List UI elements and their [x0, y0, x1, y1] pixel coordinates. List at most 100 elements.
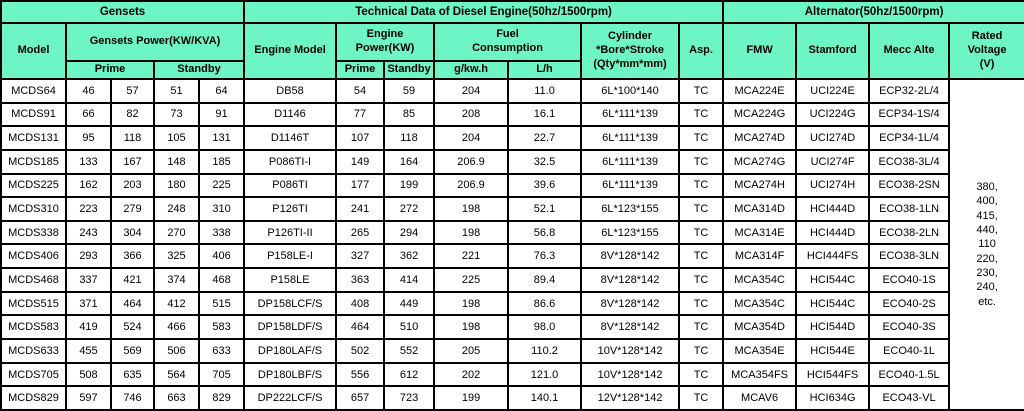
- cell-engine-model: DB58: [243, 78, 338, 104]
- table-row: MCDS705 508 635 564 705 DP180LBF/S 556 612 202 12…: [0, 361, 1024, 388]
- cell-engine-standby-kw: 59: [383, 78, 436, 104]
- header-engine-standby: Standby: [383, 60, 436, 80]
- cell-gensets-standby-kw: 466: [153, 314, 200, 341]
- cell-engine-standby-kw: 85: [383, 101, 436, 128]
- header-fmw: FMW: [722, 22, 798, 80]
- table-row: MCDS131 95 118 105 131 D1146T 107 118 204 22.7 6L*…: [0, 125, 1024, 151]
- cell-cylinder-bore-stroke: 8V*128*142: [580, 314, 681, 341]
- header-fuel-consumption: Fuel Consumption: [433, 22, 583, 62]
- cell-fuel-g-kwh: 206.9: [433, 172, 510, 199]
- header-l-h: L/h: [507, 60, 583, 80]
- cell-engine-prime-kw: 54: [335, 78, 386, 104]
- header-cylinder: Cylinder *Bore*Stroke (Qty*mm*mm): [580, 22, 681, 80]
- cell-cylinder-bore-stroke: 6L*111*139: [580, 172, 681, 199]
- cell-engine-model: DP222LCF/S: [243, 385, 338, 411]
- cell-engine-standby-kw: 118: [383, 125, 436, 151]
- cell-gensets-prime-kw: 162: [65, 172, 112, 199]
- cell-asp: TC: [678, 219, 725, 246]
- cell-cylinder-bore-stroke: 6L*111*139: [580, 125, 681, 151]
- cell-gensets-prime-kw: 455: [65, 338, 112, 364]
- cell-fmw: MCA354FS: [722, 361, 798, 388]
- cell-model: MCDS185: [0, 148, 67, 175]
- cell-fuel-g-kwh: 202: [433, 361, 510, 388]
- cell-fuel-l-h: 56.8: [507, 219, 583, 246]
- cell-gensets-standby-kva: 225: [197, 172, 246, 199]
- cell-engine-prime-kw: 464: [335, 314, 386, 341]
- cell-model: MCDS310: [0, 196, 67, 222]
- table-row: MCDS338 243 304 270 338 P126TI-II 265 294 198 56.…: [0, 219, 1024, 246]
- cell-gensets-standby-kw: 248: [153, 196, 200, 222]
- cell-fuel-l-h: 39.6: [507, 172, 583, 199]
- cell-engine-prime-kw: 657: [335, 385, 386, 411]
- header-mid-row: Model Gensets Power(KW/KVA) Engine Model…: [0, 22, 1024, 80]
- table-row: MCDS583 419 524 466 583 DP158LDF/S 464 510 198 98…: [0, 314, 1024, 341]
- cell-engine-prime-kw: 107: [335, 125, 386, 151]
- cell-engine-prime-kw: 241: [335, 196, 386, 222]
- cell-fuel-l-h: 76.3: [507, 243, 583, 270]
- cell-mecc-alte: ECO43-VL: [868, 385, 951, 411]
- cell-gensets-standby-kw: 412: [153, 290, 200, 317]
- table-row: MCDS829 597 746 663 829 DP222LCF/S 657 723 199 14…: [0, 385, 1024, 411]
- cell-model: MCDS468: [0, 267, 67, 293]
- cell-engine-model: P086TI-I: [243, 148, 338, 175]
- cell-fuel-g-kwh: 198: [433, 314, 510, 341]
- table-row: MCDS406 293 366 325 406 P158LE-I 327 362 221 76.3…: [0, 243, 1024, 270]
- cell-engine-prime-kw: 265: [335, 219, 386, 246]
- cell-fmw: MCA224G: [722, 101, 798, 128]
- cell-fuel-l-h: 98.0: [507, 314, 583, 341]
- cell-gensets-prime-kva: 304: [110, 219, 155, 246]
- cell-fuel-l-h: 89.4: [507, 267, 583, 293]
- cell-model: MCDS515: [0, 290, 67, 317]
- cell-model: MCDS705: [0, 361, 67, 388]
- cell-gensets-prime-kw: 597: [65, 385, 112, 411]
- cell-model: MCDS131: [0, 125, 67, 151]
- table-row: MCDS468 337 421 374 468 P158LE 363 414 225 89.4 8V…: [0, 267, 1024, 293]
- cell-fuel-l-h: 52.1: [507, 196, 583, 222]
- header-gensets-group: Gensets: [0, 0, 246, 24]
- cell-cylinder-bore-stroke: 8V*128*142: [580, 267, 681, 293]
- cell-engine-prime-kw: 556: [335, 361, 386, 388]
- cell-gensets-standby-kva: 515: [197, 290, 246, 317]
- cell-fuel-g-kwh: 206.9: [433, 148, 510, 175]
- cell-fmw: MCA354C: [722, 267, 798, 293]
- cell-asp: TC: [678, 78, 725, 104]
- cell-model: MCDS338: [0, 219, 67, 246]
- cell-gensets-prime-kw: 133: [65, 148, 112, 175]
- cell-fuel-g-kwh: 221: [433, 243, 510, 270]
- cell-gensets-standby-kw: 180: [153, 172, 200, 199]
- cell-fuel-g-kwh: 198: [433, 219, 510, 246]
- cell-engine-standby-kw: 272: [383, 196, 436, 222]
- cell-fuel-l-h: 86.6: [507, 290, 583, 317]
- cell-engine-prime-kw: 77: [335, 101, 386, 128]
- cell-asp: TC: [678, 361, 725, 388]
- table-row: MCDS515 371 464 412 515 DP158LCF/S 408 449 198 86…: [0, 290, 1024, 317]
- table-body: MCDS64 46 57 51 64 DB58 54 59 204 11.0 6L*100*140 T…: [0, 78, 1024, 411]
- table-row: MCDS225 162 203 180 225 P086TI 177 199 206.9 39.6…: [0, 172, 1024, 199]
- cell-engine-standby-kw: 449: [383, 290, 436, 317]
- cell-gensets-prime-kw: 243: [65, 219, 112, 246]
- cell-engine-model: P126TI: [243, 196, 338, 222]
- cell-cylinder-bore-stroke: 6L*111*139: [580, 101, 681, 128]
- cell-engine-model: P158LE: [243, 267, 338, 293]
- cell-fuel-l-h: 110.2: [507, 338, 583, 364]
- cell-mecc-alte: ECO38-3L/4: [868, 148, 951, 175]
- cell-gensets-prime-kva: 82: [110, 101, 155, 128]
- cell-gensets-prime-kw: 337: [65, 267, 112, 293]
- cell-gensets-prime-kva: 366: [110, 243, 155, 270]
- cell-gensets-standby-kva: 583: [197, 314, 246, 341]
- cell-mecc-alte: ECO38-1LN: [868, 196, 951, 222]
- cell-mecc-alte: ECO40-1.5L: [868, 361, 951, 388]
- cell-gensets-standby-kw: 73: [153, 101, 200, 128]
- header-engine-power: Engine Power(KW): [335, 22, 436, 62]
- cell-engine-standby-kw: 552: [383, 338, 436, 364]
- cell-engine-standby-kw: 612: [383, 361, 436, 388]
- cell-fuel-g-kwh: 198: [433, 196, 510, 222]
- cell-cylinder-bore-stroke: 6L*100*140: [580, 78, 681, 104]
- cell-mecc-alte: ECP32-2L/4: [868, 78, 951, 104]
- cell-stamford: UCI274H: [795, 172, 871, 199]
- cell-engine-model: D1146T: [243, 125, 338, 151]
- cell-engine-standby-kw: 164: [383, 148, 436, 175]
- cell-rated-voltage-values: 380, 400, 415, 440, 110 220, 230, 240, e…: [948, 78, 1024, 411]
- cell-engine-standby-kw: 362: [383, 243, 436, 270]
- cell-gensets-standby-kva: 131: [197, 125, 246, 151]
